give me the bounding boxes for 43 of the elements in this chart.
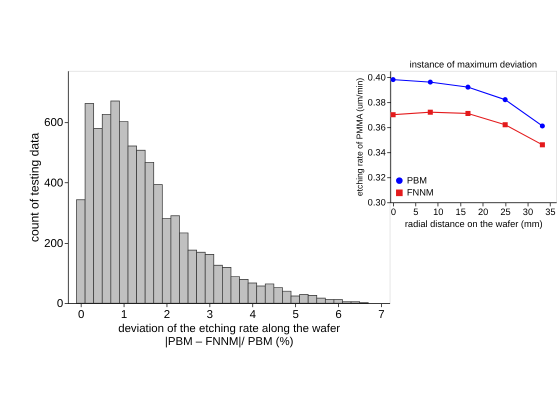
x-tick-label: 6 [335, 308, 342, 321]
x-axis-title: deviation of the etching rate along the wafer |PBM – FNNM|/ PBM (%) [118, 323, 340, 348]
x-tick-label: 3 [206, 308, 214, 321]
chart-title: instance of maximum deviation [410, 59, 538, 70]
y-axis-title: etching rate of PMMA (um/min) [354, 78, 365, 196]
y-tick-label: 0.38 [368, 97, 386, 108]
x-tick-label: 10 [433, 206, 444, 217]
x-tick-label: 0 [390, 206, 396, 217]
y-tick-label: 0.34 [368, 148, 386, 158]
x-tick-label: 25 [500, 206, 511, 217]
y-tick-label: 0.32 [368, 172, 386, 183]
point [428, 80, 433, 85]
point [465, 84, 470, 90]
point [428, 110, 433, 115]
y-axis-title: count of testing data [27, 132, 42, 242]
y-tick-label: 0.40 [368, 72, 386, 82]
x-tick-label: 35 [545, 206, 556, 217]
x-tick-label: 2 [164, 308, 170, 321]
x-tick-label: 5 [292, 308, 299, 321]
x-axis-title: radial distance on the wafer (mm) [404, 219, 543, 230]
legend-label: PBM [406, 175, 427, 186]
x-tick-label: 0 [78, 308, 84, 321]
y-tick-label: 0.36 [368, 122, 386, 132]
point [540, 123, 545, 129]
y-tick-label: 0 [56, 298, 64, 310]
point [465, 110, 470, 116]
point [540, 142, 545, 148]
y-tick-label: 600 [44, 117, 64, 130]
point [502, 97, 508, 102]
point [502, 122, 508, 128]
x-tick-label: 20 [478, 206, 488, 217]
point [390, 112, 396, 118]
legend-label: FNNM [406, 188, 434, 198]
x-tick-label: 5 [413, 206, 418, 217]
x-tick-label: 15 [456, 206, 466, 217]
y-tick-label: 0.30 [368, 198, 386, 208]
x-tick-label: 30 [522, 206, 534, 217]
x-tick-label: 4 [250, 308, 257, 321]
point [390, 77, 396, 82]
y-tick-label: 200 [44, 238, 64, 250]
x-tick-label: 7 [378, 308, 385, 321]
y-tick-label: 400 [44, 177, 64, 190]
x-tick-label: 1 [120, 308, 128, 321]
